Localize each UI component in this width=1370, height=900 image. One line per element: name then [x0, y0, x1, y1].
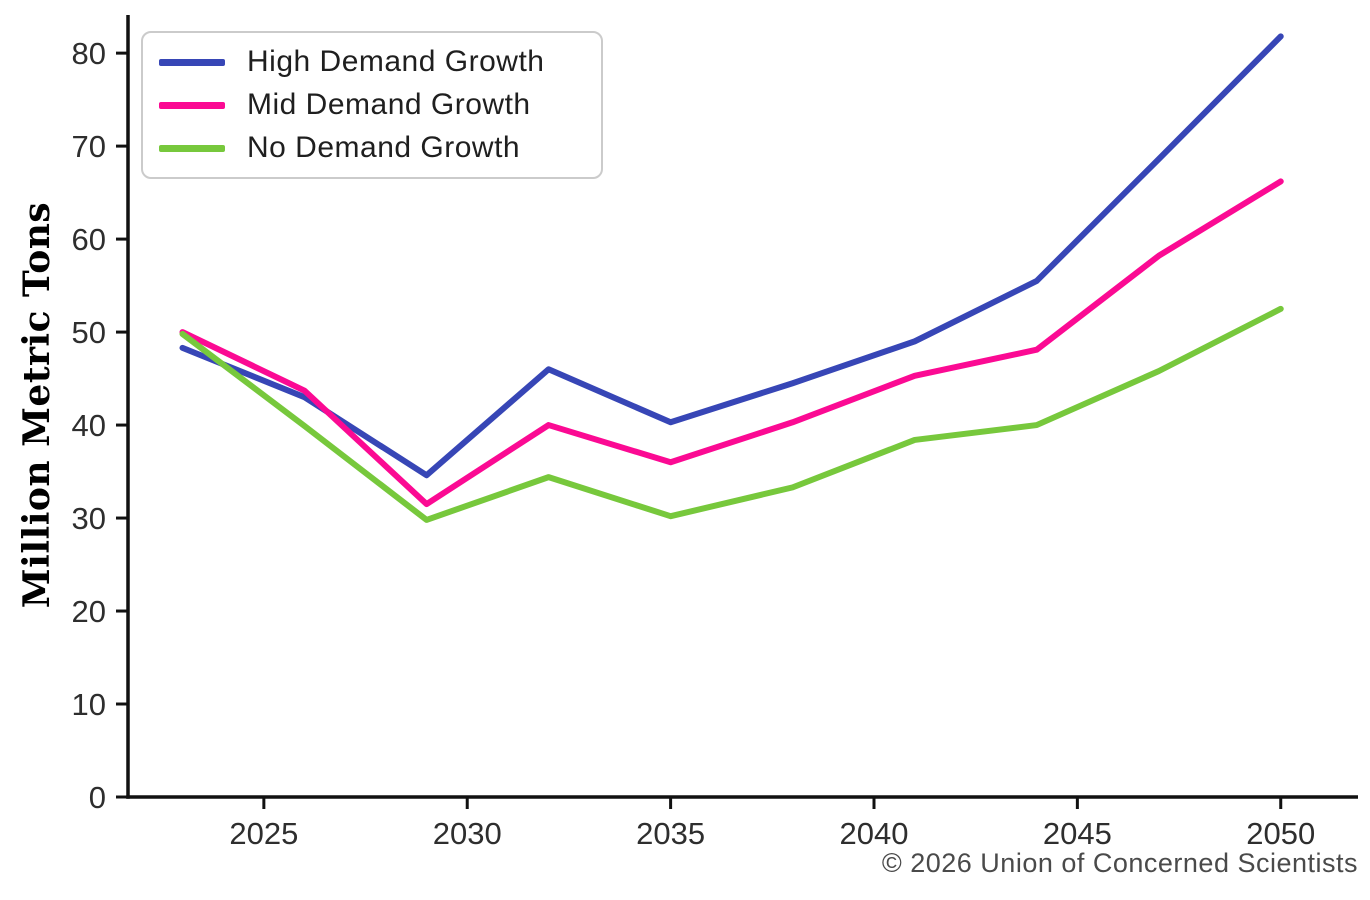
y-axis-title: Million Metric Tons: [16, 201, 58, 609]
x-tick-label: 2035: [636, 816, 705, 851]
legend: High Demand Growth Mid Demand Growth No …: [141, 31, 603, 179]
legend-item: Mid Demand Growth: [159, 88, 581, 122]
legend-item: High Demand Growth: [159, 45, 581, 79]
legend-label: No Demand Growth: [247, 131, 521, 164]
y-tick-label: 40: [72, 408, 106, 443]
x-tick-label: 2040: [840, 816, 909, 851]
x-tick-label: 2030: [433, 816, 502, 851]
legend-swatch: [159, 58, 225, 66]
y-tick-label: 60: [72, 222, 106, 257]
legend-label: High Demand Growth: [247, 45, 545, 78]
y-tick-label: 50: [72, 315, 106, 350]
legend-item: No Demand Growth: [159, 131, 581, 165]
x-tick-label: 2025: [229, 816, 298, 851]
y-tick-label: 30: [72, 501, 106, 536]
attribution-text: © 2026 Union of Concerned Scientists: [881, 848, 1358, 878]
y-tick-label: 70: [72, 129, 106, 164]
y-tick-label: 80: [72, 36, 106, 71]
legend-swatch: [159, 144, 225, 152]
series-line: [179, 33, 1284, 479]
y-tick-label: 20: [72, 594, 106, 629]
y-tick-label: 10: [72, 687, 106, 722]
series-line: [179, 305, 1284, 523]
legend-label: Mid Demand Growth: [247, 88, 531, 121]
legend-swatch: [159, 101, 225, 109]
y-tick-label: 0: [89, 780, 106, 815]
x-tick-label: 2050: [1246, 816, 1315, 851]
series-line: [179, 178, 1284, 508]
x-tick-label: 2045: [1043, 816, 1112, 851]
